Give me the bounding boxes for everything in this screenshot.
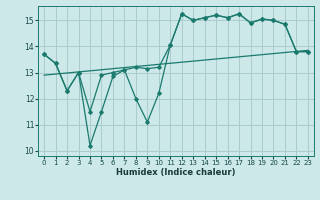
X-axis label: Humidex (Indice chaleur): Humidex (Indice chaleur)	[116, 168, 236, 177]
